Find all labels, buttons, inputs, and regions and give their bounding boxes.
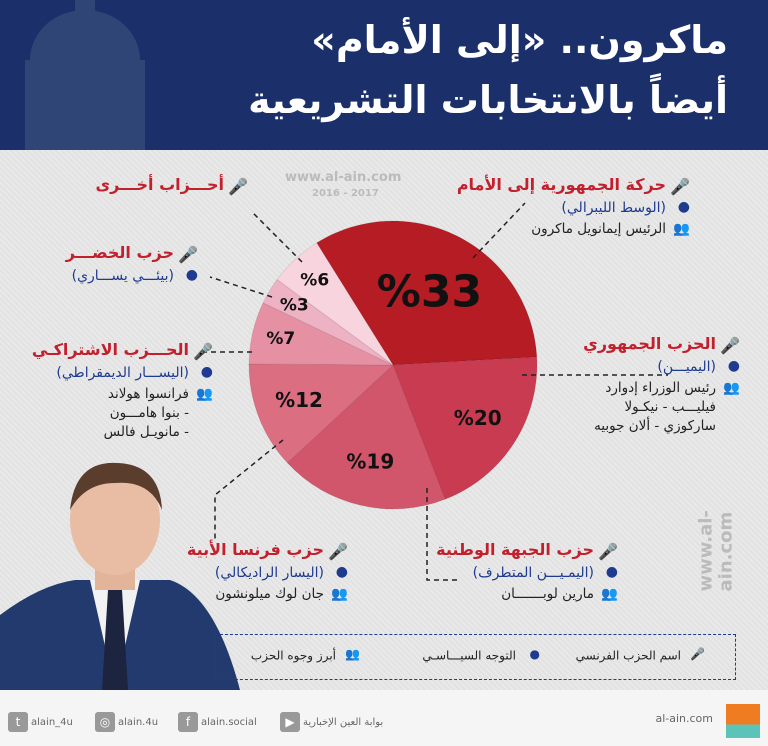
pie-slice [262,278,394,366]
party-person: جان لوك ميلونشون [215,585,324,602]
pie-data-label: %20 [454,406,502,430]
legend-party: 🎤 اسم الحزب الفرنسي [576,647,705,665]
pie-slice [248,302,394,366]
head-icon: ● [200,363,213,380]
party-ideology: (بيئـــي يســـاري) [71,267,174,284]
people-icon: 👥 [345,647,360,661]
pie-data-label: %3 [280,296,309,316]
watermark-years: 2016 - 2017 [312,188,379,199]
legend-people: 👥 أبرز وجوه الحزب [251,647,360,665]
twitter-link[interactable]: t alain_4u [8,712,73,732]
youtube-icon: ▶ [280,712,300,732]
party-person: رئيس الوزراء إدوارد [605,379,716,396]
podium-icon: 🎤 [720,335,740,355]
macron-photo [0,462,240,690]
party-ideology: (اليمـيـــن المتطرف) [472,564,594,581]
label-ps: 🎤الحـــزب الاشتراكـي ● (اليســـار الديمقر… [32,340,213,442]
leader-line [214,439,284,540]
pie-data-label: %12 [275,388,323,412]
instagram-handle: alain.4u [118,717,159,728]
party-person: - مانويـل فالس [103,423,189,440]
people-icon: 👥 [673,220,690,237]
label-lfi: 🎤حزب فرنسا الأبية ● (اليسار الراديكالي) 👥… [187,540,348,604]
party-person: ساركوزي - ألان جوبيه [594,417,716,434]
instagram-link[interactable]: ◎ alain.4u [95,712,158,732]
footer: t alain_4u ◎ alain.4u f alain.social ▶ بوابة… [0,690,768,746]
youtube-link[interactable]: ▶ بوابة العين الإخبارية [280,712,383,732]
leader-line [426,488,460,581]
party-person: فيليـــب - نيكـولا [624,398,716,415]
pie-data-label: %7 [266,329,295,349]
head-icon: ● [529,647,540,661]
pie-slice [286,364,446,510]
people-icon: 👥 [196,385,213,402]
legend-ideology-label: التوجه السيـــاسـي [422,648,516,663]
podium-icon: 🎤 [193,341,213,361]
podium-icon: 🎤 [178,244,198,264]
party-ideology: (الوسط الليبرالي) [561,199,666,216]
head-icon: ● [605,563,618,580]
label-republicans: 🎤الحزب الجمهوري ● (اليميـــن) 👥 رئيس الوزر… [583,334,740,436]
legend: 🎤 اسم الحزب الفرنسي ● التوجه السيـــاسـي 👥… [215,634,736,680]
party-ideology: (اليميـــن) [657,358,716,375]
party-person: الرئيس إيمانويل ماكرون [531,220,666,237]
podium-icon: 🎤 [670,176,690,196]
people-icon: 👥 [331,585,348,602]
party-person: - بنوا هامـــون [109,404,189,421]
party-person: مارين لوبـــــــان [501,585,594,602]
label-enmarche: 🎤حركة الجمهورية إلى الأمام ● (الوسط الليب… [457,175,690,239]
instagram-icon: ◎ [95,712,115,732]
head-icon: ● [677,198,690,215]
party-name: حزب فرنسا الأبية [186,540,324,559]
legend-party-label: اسم الحزب الفرنسي [575,648,681,663]
legend-ideology: ● التوجه السيـــاسـي [422,647,540,665]
legend-people-label: أبرز وجوه الحزب [250,648,336,663]
party-person: فرانسوا هولاند [107,385,189,402]
site-url[interactable]: al-ain.com [655,712,713,725]
people-icon: 👥 [601,585,618,602]
head-icon: ● [335,563,348,580]
podium-icon: 🎤 [690,647,705,661]
people-icon: 👥 [723,379,740,396]
dome-illustration [25,0,145,150]
youtube-handle: بوابة العين الإخبارية [303,717,384,728]
head-icon: ● [185,266,198,283]
party-name: الحزب الجمهوري [583,334,716,353]
head-icon: ● [727,357,740,374]
party-ideology: (اليســـار الديمقراطي) [56,364,189,381]
watermark-site: www.al-ain.com [285,170,402,185]
pie-slice [392,356,538,500]
title-line-2: أيضاً بالانتخابات التشريعية [248,78,728,122]
leader-line [251,211,303,263]
pie-data-label: %6 [300,270,329,290]
twitter-icon: t [8,712,28,732]
header: ماكرون.. «إلى الأمام» أيضاً بالانتخابات … [0,0,768,150]
leader-line [209,276,273,298]
party-name: الحـــزب الاشتراكـي [31,340,189,359]
label-others: 🎤أحـــزاب أخـــرى [95,175,248,196]
label-greens: 🎤حزب الخضـــر ● (بيئـــي يســـاري) [66,243,198,285]
party-name: أحـــزاب أخـــرى [95,175,224,194]
pie-slice [248,363,395,464]
podium-icon: 🎤 [328,541,348,561]
podium-icon: 🎤 [228,176,248,196]
party-name: حزب الخضـــر [65,243,174,262]
pie-slice [276,242,394,366]
pie-slice [316,220,538,366]
leader-line [472,202,526,259]
title-line-1: ماكرون.. «إلى الأمام» [311,18,728,62]
pie-data-label: %33 [377,267,482,318]
party-ideology: (اليسار الراديكالي) [214,564,324,581]
pie-data-label: %19 [346,450,394,474]
label-fn: 🎤حزب الجبهة الوطنية ● (اليمـيـــن المتطرف… [436,540,618,604]
facebook-link[interactable]: f alain.social [178,712,257,732]
facebook-handle: alain.social [201,717,257,728]
party-name: حزب الجبهة الوطنية [436,540,594,559]
party-name: حركة الجمهورية إلى الأمام [456,175,666,194]
alain-logo [726,704,760,738]
twitter-handle: alain_4u [31,717,73,728]
facebook-icon: f [178,712,198,732]
podium-icon: 🎤 [598,541,618,561]
